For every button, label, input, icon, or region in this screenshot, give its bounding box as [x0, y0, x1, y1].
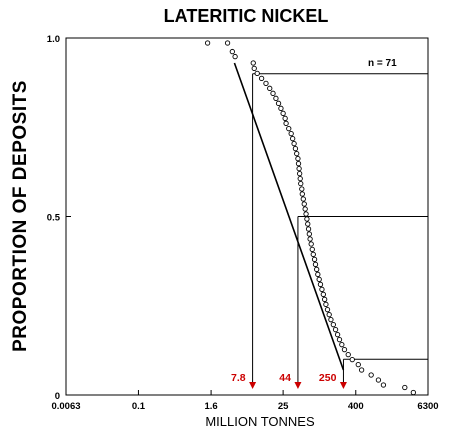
x-tick-label: 400 — [348, 401, 364, 412]
data-point — [250, 60, 256, 66]
x-tick-label: 0.1 — [132, 401, 146, 412]
x-tick-label: 0.0063 — [51, 401, 80, 412]
data-point — [330, 322, 336, 328]
data-point — [280, 110, 286, 116]
data-point — [286, 126, 292, 132]
data-point — [341, 347, 348, 353]
data-point — [283, 120, 289, 126]
data-point — [322, 296, 328, 302]
data-point — [232, 53, 238, 60]
data-point — [345, 352, 351, 358]
data-point — [328, 317, 334, 323]
data-point — [302, 206, 308, 212]
data-point — [349, 357, 355, 363]
data-point — [307, 236, 313, 242]
y-tick-label: 0 — [55, 391, 60, 402]
data-point — [297, 171, 303, 177]
data-point — [299, 186, 305, 192]
chart-title: LATERITIC NICKEL — [164, 6, 329, 26]
data-point — [251, 65, 257, 71]
data-point — [311, 256, 318, 262]
x-axis-label: MILLION TONNES — [205, 414, 315, 429]
data-point — [295, 161, 302, 167]
data-point — [297, 176, 303, 182]
y-tick-label: 1.0 — [47, 34, 60, 45]
percentile-annotations: 7.8 44 250 — [231, 372, 347, 389]
data-point — [291, 141, 297, 147]
y-axis-label: PROPORTION OF DEPOSITS — [10, 80, 31, 352]
sample-size-label: n = 71 — [368, 58, 397, 69]
data-point — [315, 271, 321, 277]
data-point — [278, 105, 284, 111]
data-point — [295, 156, 301, 162]
percentile-label: 7.8 — [231, 372, 246, 384]
x-tick-label: 25 — [278, 401, 289, 412]
fit-line — [233, 62, 345, 371]
data-point — [312, 261, 319, 267]
percentile-arrowhead — [339, 382, 347, 389]
data-point — [305, 221, 311, 227]
data-point — [298, 181, 304, 187]
percentile-guides — [252, 73, 428, 382]
data-point — [324, 307, 331, 313]
data-point — [319, 286, 325, 292]
x-tick-label: 6300 — [417, 401, 438, 412]
data-point — [317, 281, 324, 287]
data-point — [270, 90, 276, 96]
data-point — [326, 312, 332, 318]
data-point — [303, 211, 309, 217]
data-point — [275, 100, 282, 106]
data-point — [299, 191, 305, 197]
data-point — [267, 85, 273, 91]
data-point — [304, 216, 310, 222]
data-point — [309, 246, 315, 252]
data-point — [305, 226, 312, 232]
data-point — [306, 231, 312, 237]
data-point — [355, 362, 361, 368]
fit-line-layer — [233, 62, 345, 371]
percentile-arrowhead — [294, 382, 302, 389]
data-point — [402, 384, 408, 391]
data-point — [288, 131, 294, 137]
x-tick-label: 1.6 — [204, 401, 217, 412]
data-point — [332, 327, 339, 333]
data-points — [204, 40, 416, 396]
tick-layer: 0.0063 0.1 1.6 25 400 6300 0 0.5 1.0 — [47, 34, 439, 412]
data-point — [204, 40, 211, 46]
data-point — [339, 342, 345, 348]
data-point — [336, 337, 343, 343]
data-point — [380, 382, 387, 388]
data-point — [314, 266, 320, 272]
data-point — [410, 389, 416, 396]
data-point — [258, 75, 265, 81]
data-point — [300, 196, 306, 202]
y-tick-label: 0.5 — [47, 213, 61, 224]
data-point — [229, 48, 235, 55]
data-point — [316, 276, 322, 282]
percentile-label: 44 — [279, 372, 291, 384]
data-point — [334, 332, 341, 338]
data-point — [292, 146, 299, 152]
data-point — [368, 372, 374, 378]
percentile-arrowhead — [249, 382, 257, 389]
data-point — [323, 301, 329, 307]
data-point — [375, 377, 382, 383]
data-point — [273, 95, 279, 101]
data-point — [254, 70, 260, 76]
data-point — [263, 80, 269, 86]
data-point — [294, 151, 300, 157]
data-point — [282, 115, 288, 121]
data-point — [308, 241, 314, 247]
data-point — [290, 136, 296, 142]
data-point — [301, 201, 307, 207]
data-point — [320, 291, 326, 297]
data-point — [224, 40, 231, 46]
data-point — [296, 166, 302, 172]
data-point — [310, 251, 316, 257]
data-point — [358, 367, 365, 373]
percentile-label: 250 — [319, 372, 337, 384]
